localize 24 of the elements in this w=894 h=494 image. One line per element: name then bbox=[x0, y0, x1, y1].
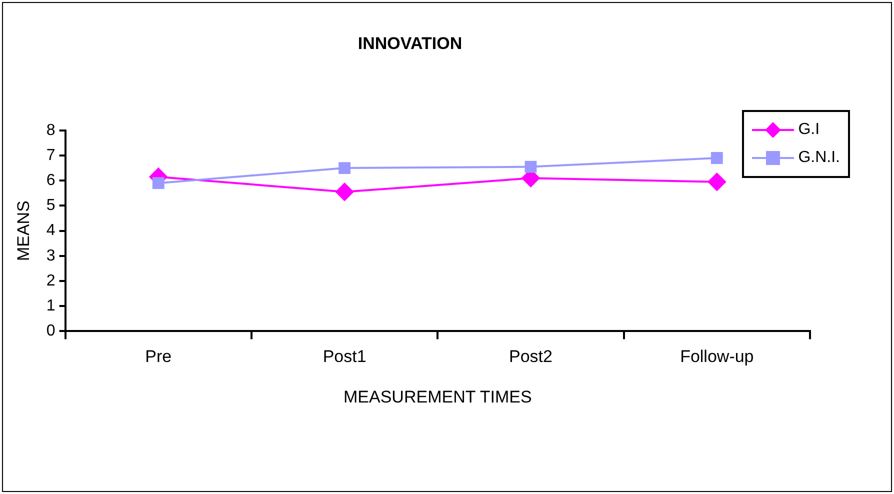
legend-label: G.N.I. bbox=[798, 149, 840, 167]
y-tick-label: 5 bbox=[46, 197, 56, 214]
point bbox=[524, 160, 537, 173]
point bbox=[710, 152, 723, 164]
y-tick-label: 0 bbox=[46, 322, 56, 340]
x-tick-label: Pre bbox=[145, 347, 172, 366]
point bbox=[152, 177, 164, 190]
y-tick-label: 7 bbox=[46, 146, 56, 164]
x-axis-title: MEASUREMENT TIMES bbox=[344, 387, 532, 406]
y-tick-label: 2 bbox=[46, 272, 56, 290]
y-tick-label: 1 bbox=[46, 298, 56, 315]
y-tick-label: 6 bbox=[46, 172, 56, 190]
point bbox=[338, 162, 351, 174]
y-tick-label: 4 bbox=[46, 222, 56, 240]
chart-title: INNOVATION bbox=[358, 34, 462, 53]
x-tick-label: Post2 bbox=[508, 347, 552, 366]
point bbox=[336, 182, 354, 201]
y-axis-title: MEANS bbox=[14, 200, 33, 262]
point bbox=[708, 172, 726, 191]
y-tick-label: 3 bbox=[46, 247, 56, 264]
legend-label: G.I bbox=[798, 121, 820, 139]
y-tick-label: 8 bbox=[46, 122, 56, 139]
x-tick-label: Post1 bbox=[322, 347, 366, 366]
x-tick-label: Follow-up bbox=[680, 347, 754, 366]
